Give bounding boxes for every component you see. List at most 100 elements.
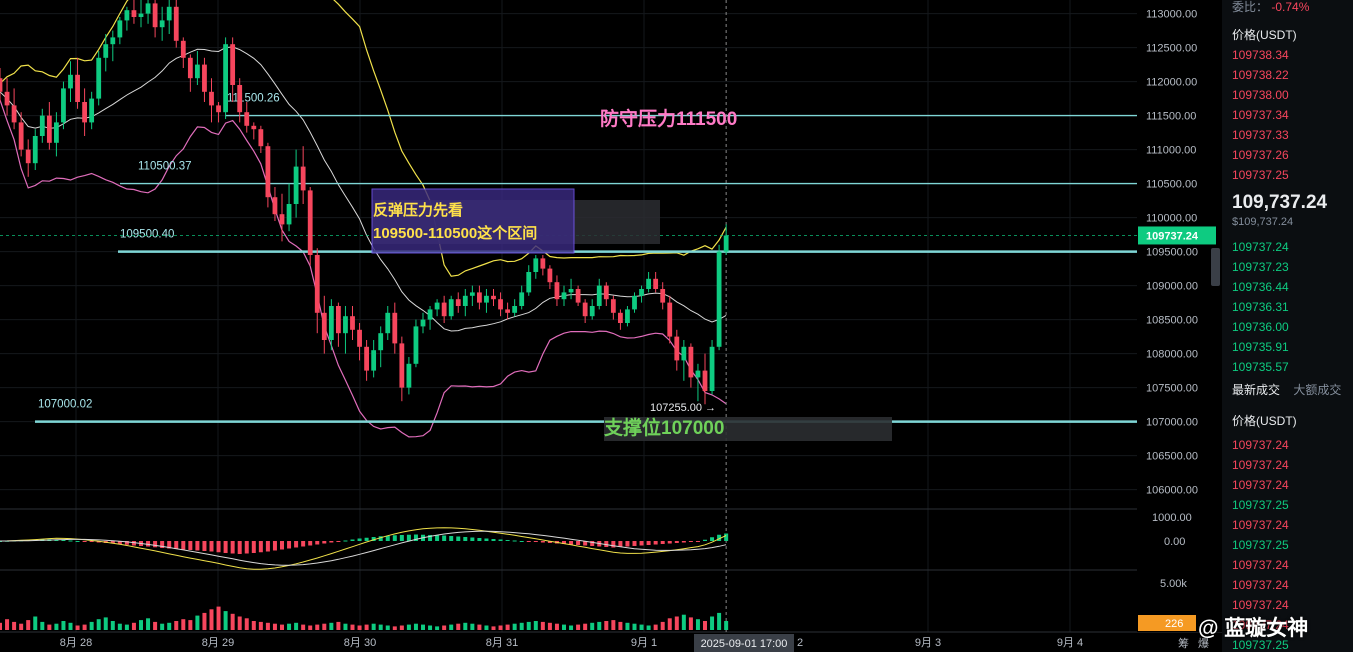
- candle-body: [455, 299, 461, 306]
- bid-price[interactable]: 109735.91: [1232, 340, 1289, 354]
- macd-bar: [153, 541, 158, 548]
- ask-price[interactable]: 109738.00: [1232, 88, 1289, 102]
- volume-bar: [272, 623, 277, 630]
- current-price-usd: $109,737.24: [1232, 216, 1294, 228]
- volume-bar: [265, 622, 270, 630]
- macd-bar: [547, 541, 552, 543]
- ratio-value: -0.74%: [1271, 0, 1310, 14]
- candle-body: [258, 129, 264, 147]
- candle-body: [4, 91, 10, 106]
- candle-body: [554, 282, 560, 300]
- volume-bar: [322, 623, 327, 630]
- ask-price[interactable]: 109737.26: [1232, 148, 1289, 162]
- volume-bar: [61, 621, 66, 630]
- time-tick: 2: [797, 637, 803, 649]
- macd-bar: [392, 535, 397, 541]
- macd-bar: [251, 541, 256, 553]
- macd-bar: [449, 536, 454, 541]
- bid-price[interactable]: 109735.57: [1232, 360, 1289, 374]
- volume-bar: [160, 623, 165, 630]
- macd-bar: [68, 540, 73, 542]
- volume-bar: [26, 620, 31, 630]
- volume-bar: [89, 621, 94, 630]
- volume-bar: [223, 611, 228, 630]
- ask-price[interactable]: 109737.25: [1232, 168, 1289, 182]
- volume-bar: [498, 625, 503, 630]
- bid-price[interactable]: 109736.44: [1232, 280, 1289, 294]
- macd-bar: [484, 538, 489, 541]
- annotation-rebound-line2: 109500-110500这个区间: [373, 224, 537, 242]
- candle-body: [187, 57, 193, 79]
- macd-bar: [336, 541, 341, 542]
- macd-bar: [717, 534, 722, 541]
- price-tick: 109500.00: [1146, 247, 1198, 259]
- bid-price[interactable]: 109737.23: [1232, 260, 1289, 274]
- macd-bar: [703, 539, 707, 541]
- macd-bar: [181, 541, 186, 550]
- volume-bar: [428, 625, 433, 630]
- candle-body: [406, 363, 412, 388]
- volume-bar: [336, 621, 341, 630]
- candle-body: [667, 302, 673, 337]
- volume-bar: [583, 623, 588, 630]
- macd-bar: [315, 541, 320, 545]
- volume-bar: [421, 624, 425, 630]
- macd-bar: [350, 539, 355, 541]
- candle-body: [314, 255, 320, 313]
- volume-tag: [1138, 615, 1196, 631]
- ask-price[interactable]: 109737.34: [1232, 108, 1289, 122]
- middle-band-line: [0, 46, 727, 332]
- macd-bar: [202, 541, 207, 551]
- macd-bar: [463, 537, 468, 541]
- candle-body: [582, 302, 588, 317]
- bid-price[interactable]: 109736.00: [1232, 320, 1289, 334]
- ask-price[interactable]: 109737.33: [1232, 128, 1289, 142]
- candle-body: [272, 197, 278, 215]
- bid-price[interactable]: 109737.24: [1232, 240, 1289, 254]
- volume-bar: [19, 623, 24, 630]
- candle-body: [293, 166, 299, 204]
- volume-bar: [576, 624, 581, 630]
- macd-bar: [124, 541, 129, 545]
- candle-body: [103, 44, 109, 58]
- bid-price[interactable]: 109736.31: [1232, 300, 1289, 314]
- tab-large-trades[interactable]: 大额成交: [1293, 383, 1342, 397]
- candle-body: [519, 292, 525, 306]
- macd-bar: [512, 540, 517, 542]
- crosshair-time-tag: [694, 634, 794, 652]
- low-marker: 107255.00 →: [650, 402, 716, 414]
- volume-bar: [357, 625, 362, 630]
- volume-bar: [146, 618, 151, 630]
- volume-bar: [569, 625, 574, 630]
- volume-bar: [82, 624, 87, 630]
- macd-bar: [160, 541, 165, 548]
- volume-bar: [674, 616, 679, 630]
- candle-body: [618, 312, 623, 323]
- candle-body: [11, 105, 17, 123]
- candle-body: [173, 6, 179, 41]
- ask-price[interactable]: 109738.22: [1232, 68, 1289, 82]
- volume-bar: [280, 624, 284, 630]
- chart-scroll-handle[interactable]: [1211, 248, 1220, 286]
- macd-bar: [371, 537, 376, 541]
- level-label: 111500.26: [227, 93, 280, 105]
- trade-price: 109737.24: [1232, 578, 1289, 592]
- candle-body: [413, 326, 419, 364]
- volume-bar: [470, 623, 475, 630]
- volume-bar: [724, 621, 729, 630]
- volume-bar: [717, 612, 722, 630]
- volume-bar: [653, 624, 658, 630]
- candle-body: [702, 370, 708, 391]
- tab-latest-trades[interactable]: 最新成交: [1232, 383, 1281, 397]
- volume-bar: [110, 621, 115, 630]
- candle-body: [575, 289, 581, 303]
- price-tick: 110500.00: [1146, 179, 1197, 191]
- trade-price: 109737.25: [1232, 498, 1289, 512]
- macd-bar: [477, 538, 482, 541]
- macd-bar: [688, 541, 693, 542]
- macd-bar: [188, 541, 193, 550]
- candle-body: [484, 295, 489, 303]
- candle-body: [364, 346, 369, 371]
- ask-price[interactable]: 109738.34: [1232, 48, 1289, 62]
- price-chart[interactable]: 111500.26 110500.37 109500.40 107000.02 防守压…: [0, 0, 1222, 652]
